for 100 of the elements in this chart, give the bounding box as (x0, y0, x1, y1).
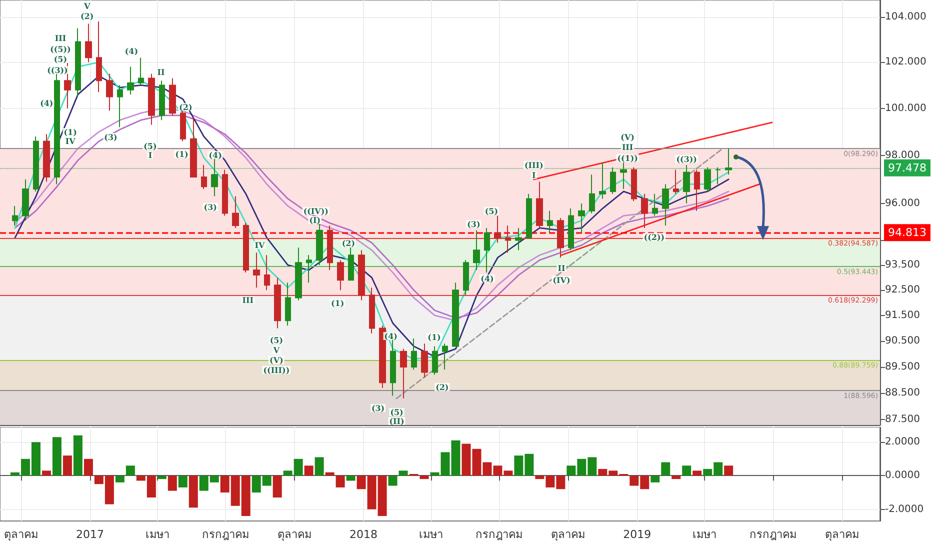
annotation: (5) (484, 206, 498, 216)
y-tick-label: 90.500 (885, 336, 920, 347)
annotation: ((III)) (263, 365, 290, 375)
candlestick (190, 117, 197, 178)
candlestick (22, 178, 29, 222)
y-tick-label: 91.500 (885, 310, 920, 321)
annotation: (3) (371, 403, 385, 413)
annotation: (5) (390, 407, 404, 417)
annotation: (V) (270, 355, 284, 365)
candlestick (536, 181, 543, 228)
bar (682, 466, 692, 476)
annotation: (IV) (552, 275, 570, 285)
candlestick (631, 166, 637, 202)
y-tick-label: 96.000 (885, 198, 920, 210)
annotation: (III) (524, 160, 544, 170)
y-tick-label: 104.000 (885, 11, 926, 22)
annotation: (3) (467, 219, 480, 229)
candlestick (411, 338, 417, 370)
candlestick (201, 164, 207, 190)
candlestick (568, 208, 574, 251)
annotation: III (622, 142, 634, 152)
bar (398, 470, 408, 476)
candlestick (547, 210, 553, 234)
candlestick (138, 57, 144, 86)
bar (157, 476, 166, 480)
x-tick-label: ตุลาคม (824, 528, 859, 541)
candlestick (683, 164, 690, 204)
x-tick-label: ตุลาคม (278, 528, 312, 541)
candlestick (694, 169, 700, 212)
y-tick-label: 2.0000 (885, 436, 920, 448)
annotation: (II) (389, 416, 404, 426)
annotation: I (148, 150, 152, 160)
candlestick (85, 23, 92, 63)
candlestick (327, 225, 333, 271)
annotation: (2) (436, 382, 449, 392)
bar (62, 456, 72, 476)
bar (672, 476, 681, 480)
candlestick (253, 252, 260, 288)
bar (724, 466, 734, 476)
annotation: (1) (175, 149, 189, 159)
x-tick-label: ตุลาคม (551, 528, 586, 541)
bar (52, 437, 62, 476)
ref-line-label: 97.478 (888, 161, 926, 174)
bar (168, 476, 177, 491)
annotation: (V) (620, 132, 635, 142)
annotation: ((3)) (47, 65, 68, 75)
y-tick-label: -2.0000 (885, 504, 924, 515)
candlestick (33, 136, 39, 192)
bar (650, 476, 660, 482)
candlestick (599, 162, 606, 200)
bar (692, 470, 702, 476)
candlestick (222, 169, 228, 216)
y-tick-label: 92.500 (885, 284, 920, 296)
annotation: ((2)) (644, 232, 665, 242)
candlestick (652, 193, 658, 216)
candlestick (578, 203, 585, 234)
x-tick-label: ตุลาคม (4, 528, 38, 541)
candlestick (725, 148, 732, 176)
annotation: (I) (309, 215, 321, 225)
annotation: (4) (40, 98, 54, 108)
annotation: III (54, 33, 66, 43)
candlestick (715, 166, 721, 185)
bar (126, 466, 135, 476)
candlestick (494, 215, 501, 244)
candlestick (421, 343, 428, 378)
candlestick (316, 222, 323, 266)
x-tick-label: กรกฎาคม (476, 528, 523, 541)
annotation: IV (254, 240, 266, 250)
bar (115, 476, 124, 482)
x-tick-label: 2019 (623, 528, 652, 541)
annotation: ((5)) (50, 44, 71, 54)
candlestick (232, 196, 239, 228)
x-tick-label: เมษา (692, 528, 717, 541)
annotation: II (157, 67, 166, 77)
annotation: (4) (480, 274, 494, 284)
candlestick (180, 110, 186, 142)
candlestick (589, 174, 595, 214)
candlestick (127, 66, 134, 95)
candlestick (274, 277, 281, 329)
bar (346, 476, 356, 481)
candlestick (610, 166, 616, 194)
annotation: III (242, 295, 254, 305)
bar (73, 435, 82, 476)
candlestick (106, 73, 113, 112)
y-tick-label: 93.500 (885, 260, 920, 271)
y-tick-label: 102.000 (885, 56, 926, 68)
candlestick (75, 28, 81, 98)
annotation: ((1)) (617, 153, 638, 163)
candlestick (432, 346, 438, 376)
x-tick-label: กรกฎาคม (749, 528, 796, 541)
candlestick (337, 260, 344, 291)
candlestick (117, 84, 123, 128)
candlestick (400, 348, 407, 399)
candlestick (620, 162, 627, 190)
candlestick (54, 73, 60, 185)
annotation: (4) (124, 46, 138, 56)
annotation: V (272, 345, 280, 355)
bar (661, 462, 670, 476)
candlestick (673, 169, 679, 194)
candlestick (379, 325, 386, 388)
